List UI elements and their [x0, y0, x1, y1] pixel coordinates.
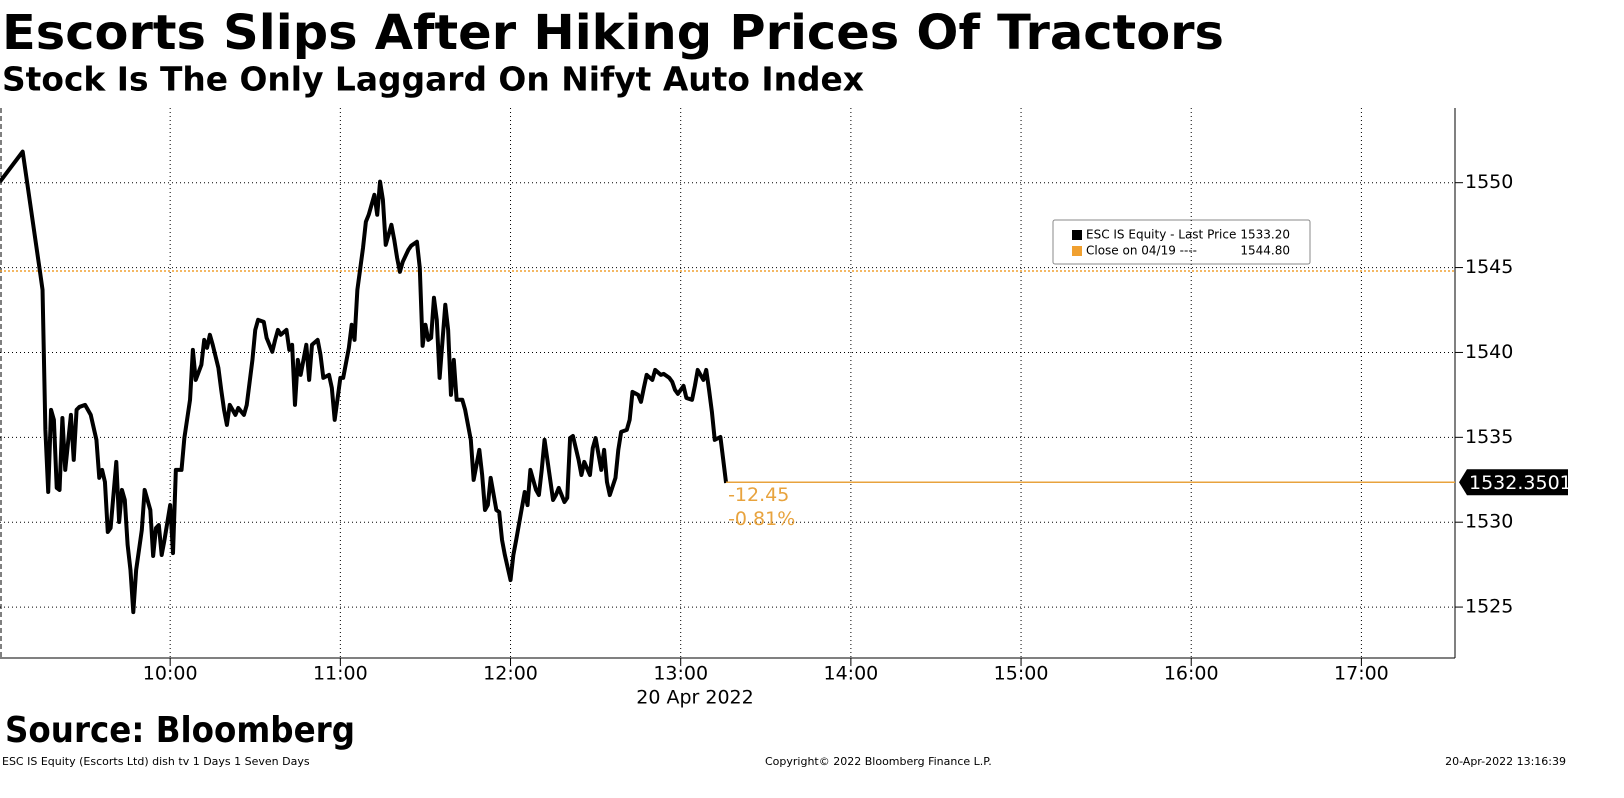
x-tick-label: 13:00: [653, 663, 708, 685]
last-value-box: [1459, 469, 1568, 496]
last-value-label: 1532.3501: [1469, 472, 1572, 494]
x-tick-label: 16:00: [1164, 663, 1219, 685]
footer-right: 20-Apr-2022 13:16:39: [1445, 755, 1566, 768]
x-tick-label: 12:00: [483, 663, 538, 685]
legend-value: 1544.80: [1240, 244, 1290, 258]
y-tick-label: 1525: [1465, 596, 1513, 618]
chart-subtitle: Stock Is The Only Laggard On Nifyt Auto …: [2, 60, 864, 99]
x-tick-label: 17:00: [1334, 663, 1389, 685]
y-tick-label: 1530: [1465, 511, 1513, 533]
x-tick-label: 11:00: [313, 663, 368, 685]
x-tick-label: 14:00: [823, 663, 878, 685]
x-tick-label: 10:00: [143, 663, 198, 685]
y-tick-label: 1550: [1465, 171, 1513, 193]
x-tick-label: 15:00: [994, 663, 1049, 685]
source: Source: Bloomberg: [5, 710, 355, 751]
legend-box: [1052, 219, 1311, 265]
y-tick-label: 1545: [1465, 256, 1513, 278]
legend-swatch: [1072, 246, 1082, 256]
legend-value: 1533.20: [1240, 228, 1290, 242]
legend-label: Close on 04/19 ----: [1086, 244, 1197, 258]
y-tick-label: 1540: [1465, 341, 1513, 363]
change-label: -12.45: [728, 484, 789, 506]
y-tick-label: 1535: [1465, 426, 1513, 448]
legend-swatch: [1072, 230, 1082, 240]
x-date-label: 20 Apr 2022: [636, 687, 753, 709]
chart-title: Escorts Slips After Hiking Prices Of Tra…: [2, 5, 1224, 61]
change-label: -0.81%: [728, 508, 795, 530]
price-line: [0, 149, 729, 615]
footer-center: Copyright© 2022 Bloomberg Finance L.P.: [765, 755, 992, 768]
legend-label: ESC IS Equity - Last Price: [1086, 228, 1236, 242]
footer-left: ESC IS Equity (Escorts Ltd) dish tv 1 Da…: [2, 755, 310, 768]
